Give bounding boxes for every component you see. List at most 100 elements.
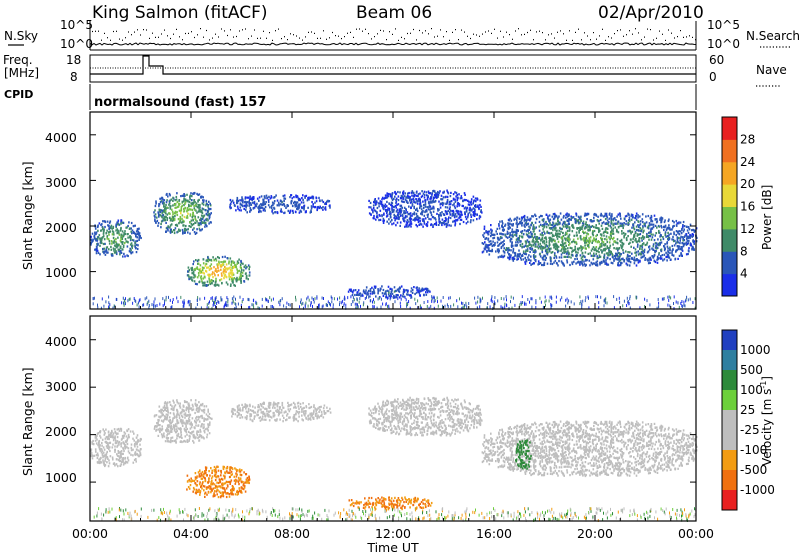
nsearch-point [263,30,264,32]
echo-cell [276,199,279,202]
echo-cell [282,194,285,198]
echo-cell [312,305,313,308]
echo-cell [138,455,141,458]
echo-cell [195,218,197,221]
echo-cell [217,300,219,303]
echo-cell [194,274,196,277]
echo-cell [386,289,389,292]
echo-cell [421,210,424,214]
echo-cell [673,224,675,227]
echo-cell [390,203,393,206]
echo-cell [411,214,413,217]
echo-cell [427,300,429,303]
echo-cell [636,234,639,237]
echo-cell [438,208,440,211]
nsearch-point [131,34,132,36]
echo-cell [222,261,224,264]
echo-cell [630,232,632,235]
echo-cell [478,214,481,218]
echo-cell [384,196,386,200]
echo-cell [498,227,501,230]
echo-cell [395,224,397,227]
echo-cell [131,251,134,254]
echo-cell [493,233,496,236]
echo-cell [646,241,649,244]
echo-cell [639,247,641,250]
echo-cell [409,217,411,220]
echo-cell [430,223,433,226]
echo-cell [547,251,549,254]
echo-cell [392,222,395,225]
echo-cell [191,276,193,279]
nsearch-point [347,32,348,34]
echo-cell [302,206,305,209]
echo-cell [447,218,449,221]
echo-cell [233,204,236,207]
echo-cell [230,260,233,263]
nsearch-point [590,39,591,41]
echo-cell [379,218,382,221]
echo-cell [173,217,176,220]
echo-cell [462,220,465,224]
echo-cell [653,214,656,217]
echo-cell [545,243,548,246]
echo-cell [90,243,92,246]
echo-cell [339,300,341,304]
echo-cell [593,254,596,257]
echo-cell [505,295,507,299]
echo-cell [433,295,435,299]
echo-cell [321,199,323,202]
echo-cell [343,302,345,306]
echo-cell [507,227,510,230]
echo-cell [103,448,106,451]
echo-cell [548,241,551,244]
nsearch-point [302,39,303,41]
echo-cell [395,201,397,205]
echo-cell [581,251,584,254]
echo-cell [571,250,573,253]
echo-cell [148,299,150,303]
echo-cell [431,207,433,210]
echo-cell [578,247,581,250]
echo-cell [95,231,98,234]
echo-cell [568,229,571,232]
echo-cell [443,190,445,193]
echo-cell [231,269,233,272]
echo-cell [676,238,679,241]
echo-cell [200,229,202,232]
echo-cell [637,253,640,256]
echo-cell [90,238,92,241]
echo-cell [442,296,444,299]
echo-cell [689,233,691,237]
echo-cell [664,232,667,235]
echo-cell [153,304,155,307]
echo-cell [456,299,458,303]
echo-cell [184,198,187,201]
echo-cell [438,223,440,226]
station-title: King Salmon (fitACF) [92,3,268,23]
echo-cell [497,244,499,247]
echo-cell [192,192,194,195]
echo-cell [528,242,531,245]
echo-cell [565,213,567,216]
echo-cell [613,295,615,299]
echo-cell [410,287,413,290]
echo-cell [464,193,466,196]
nsearch-point [461,29,462,31]
echo-cell [393,290,396,293]
echo-cell [290,194,293,197]
echo-cell [534,213,536,216]
echo-cell [515,238,518,241]
echo-cell [207,214,209,217]
echo-cell [680,252,682,255]
echo-cell [494,302,496,306]
echo-cell [530,223,532,226]
echo-cell [499,242,501,246]
echo-cell [425,209,428,212]
echo-cell [570,216,573,220]
echo-cell [427,215,429,218]
nsearch-point [305,36,306,38]
echo-cell [644,257,647,260]
echo-cell [584,255,586,258]
echo-cell [429,290,431,293]
